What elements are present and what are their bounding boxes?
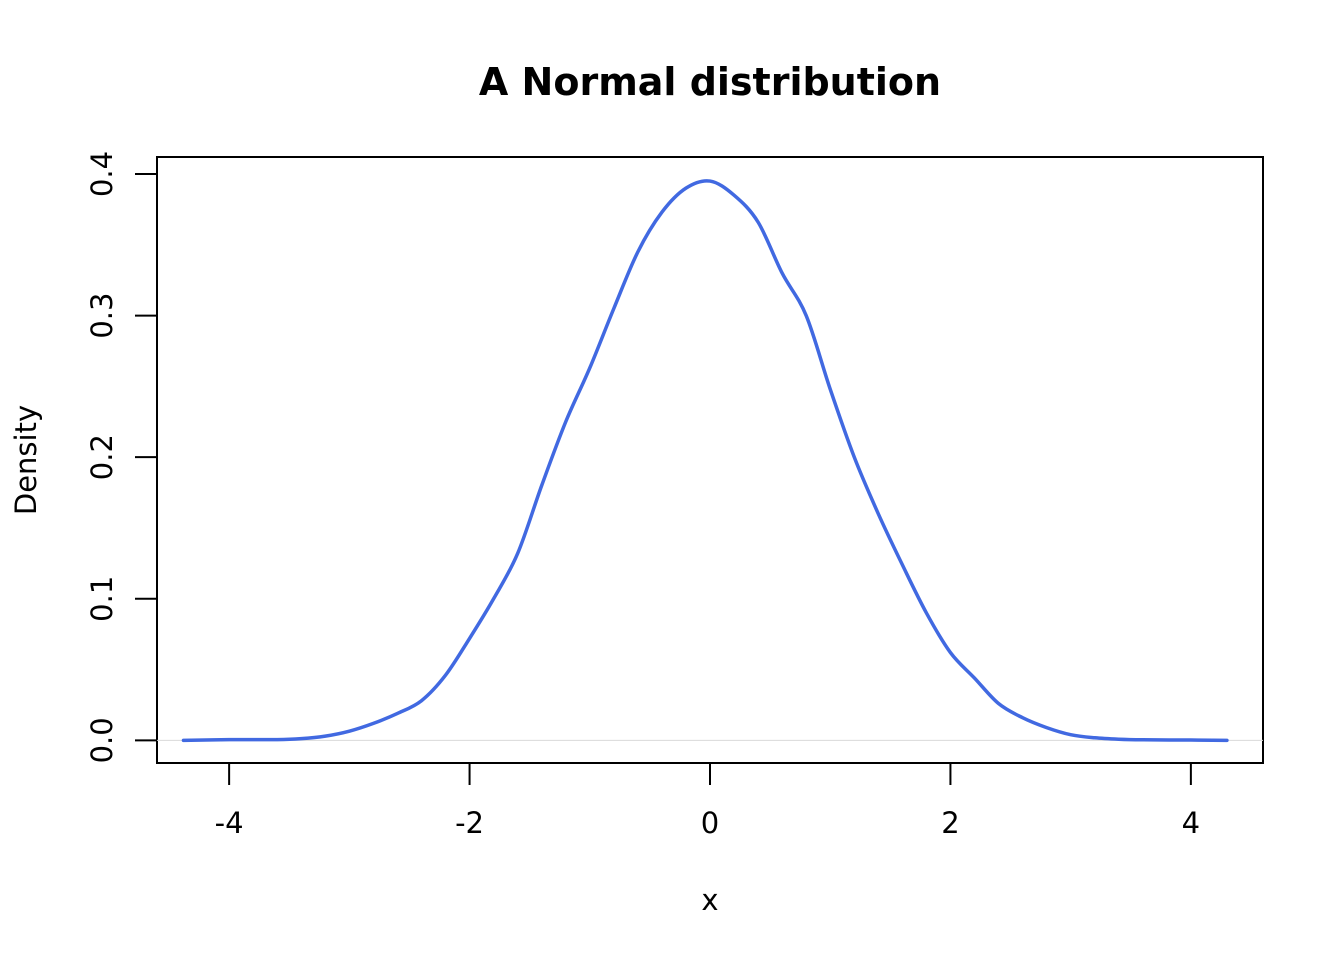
x-axis-title: x	[701, 883, 718, 917]
x-tick-label: 0	[701, 806, 719, 840]
y-tick-label: 0.2	[85, 434, 119, 480]
plot-frame	[156, 156, 1264, 764]
chart-title: A Normal distribution	[479, 60, 941, 104]
y-tick-label: 0.1	[85, 576, 119, 622]
density-curve	[181, 179, 1229, 743]
plot-layer: -4 -2 0 2 4 0.0 0.1 0.2 0.3 0.4	[85, 151, 1264, 840]
y-tick-label: 0.0	[85, 717, 119, 763]
y-tick-label: 0.4	[85, 151, 119, 197]
x-tick-label: 2	[941, 806, 959, 840]
y-tick-label: 0.3	[85, 293, 119, 339]
x-tick-label: -2	[455, 806, 484, 840]
x-tick-label: 4	[1182, 806, 1200, 840]
x-tick-label: -4	[215, 806, 244, 840]
y-axis-title: Density	[9, 405, 43, 515]
